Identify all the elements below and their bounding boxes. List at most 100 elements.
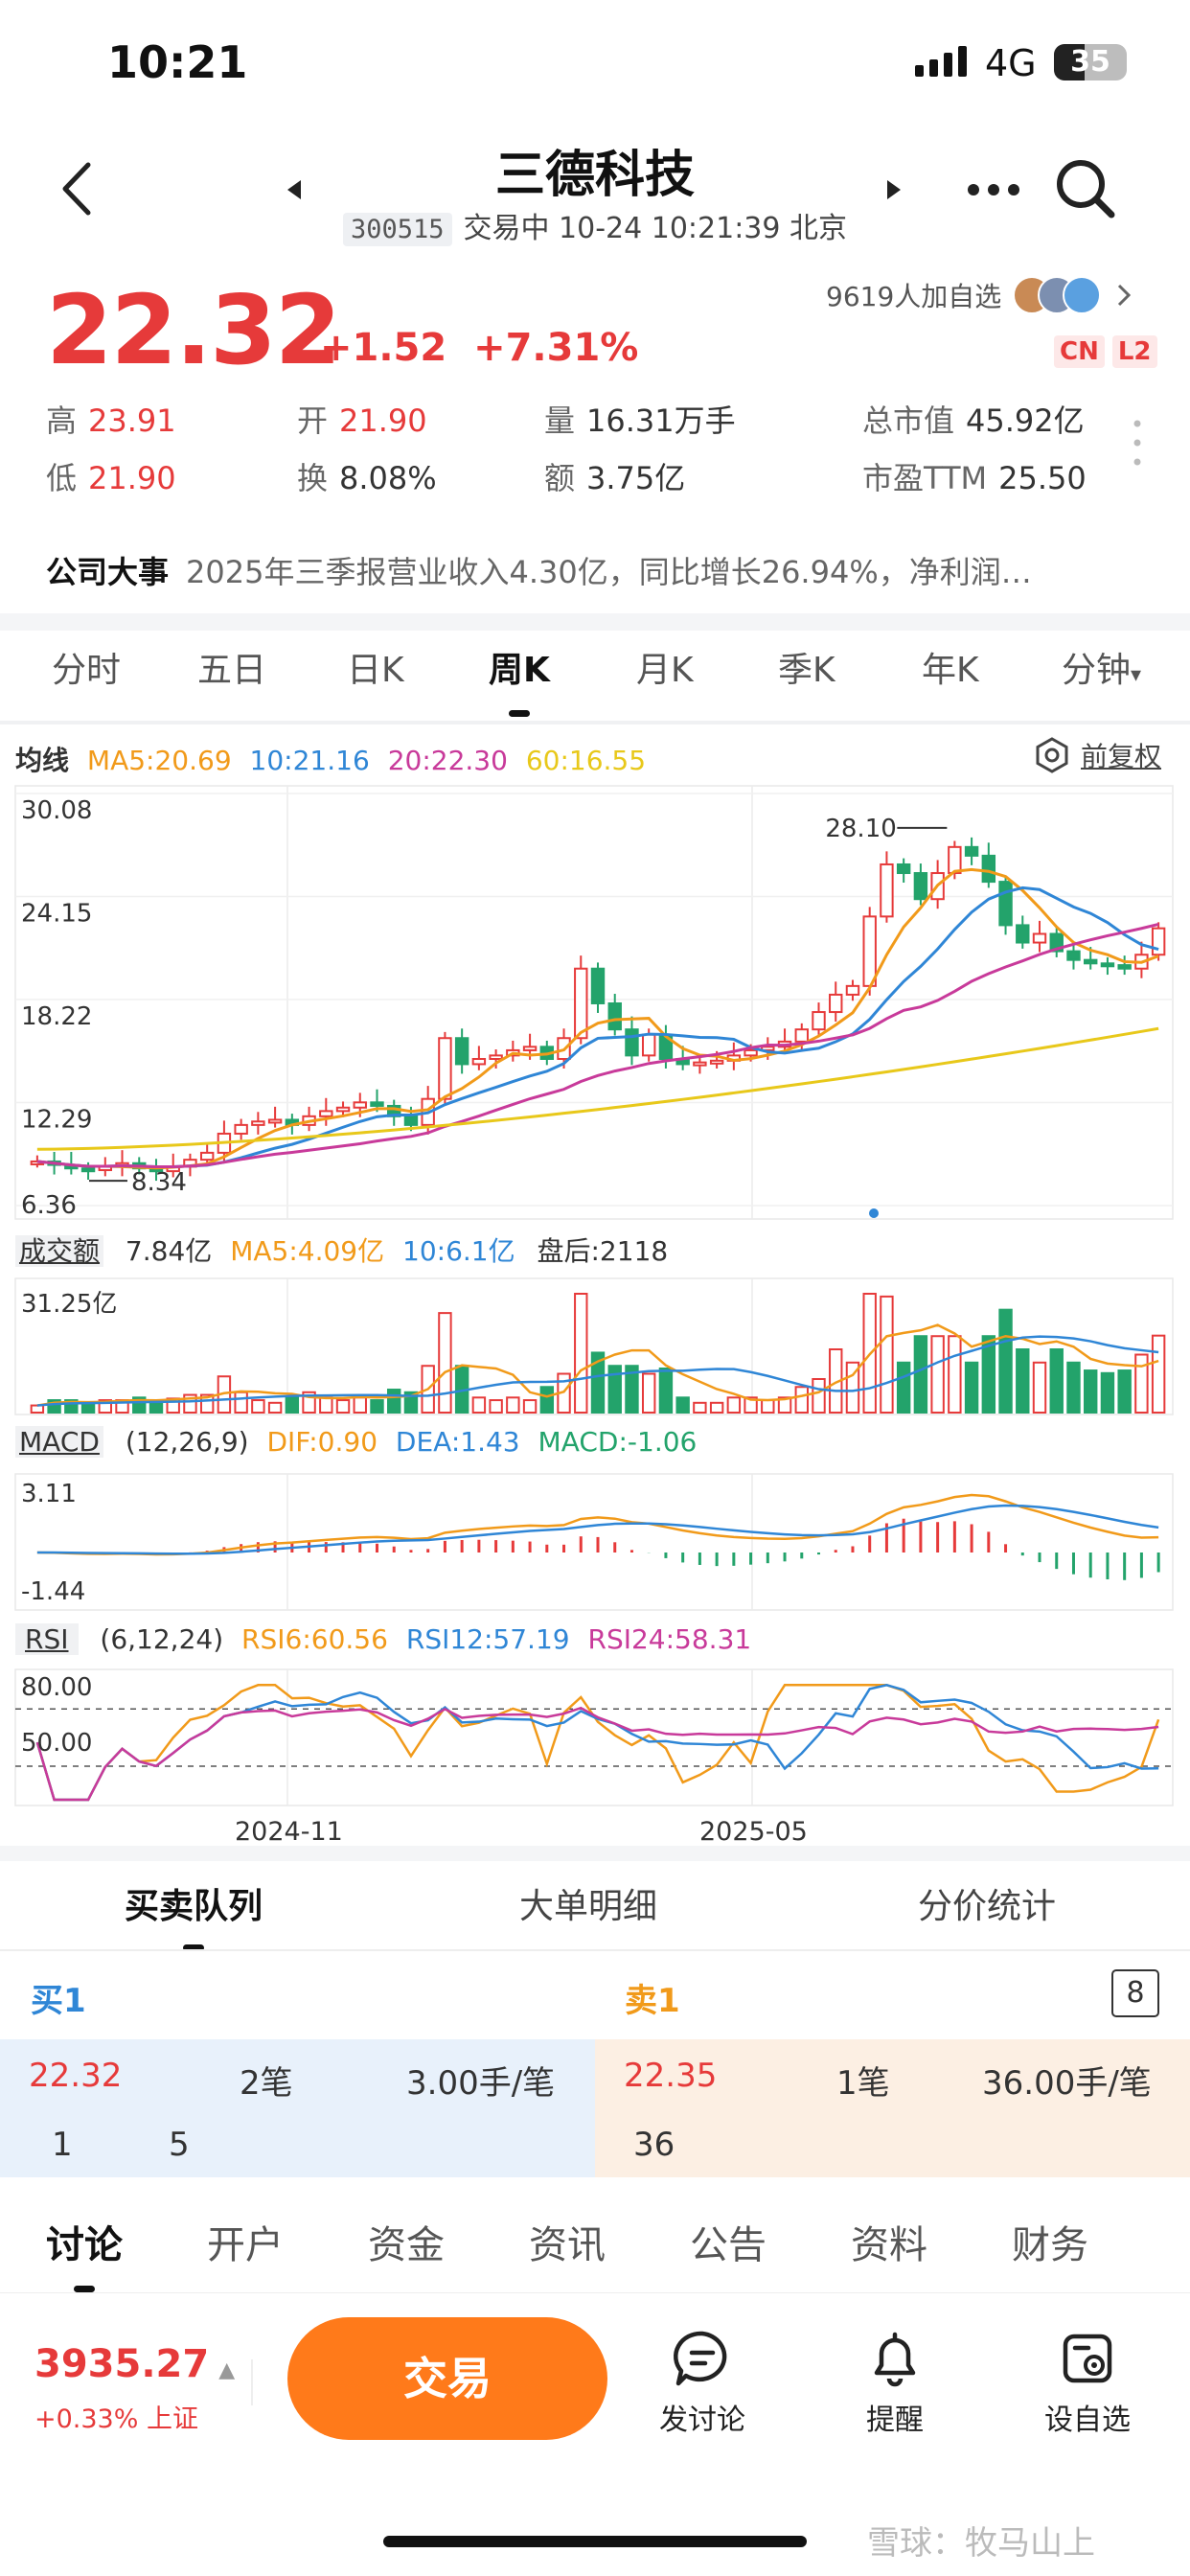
tab-minute[interactable]: 分钟▾ xyxy=(1062,651,1142,690)
add-watchlist-label: 设自选 xyxy=(1044,2404,1131,2437)
volume-bar xyxy=(285,1396,300,1414)
y-tick-label: 30.08 xyxy=(21,796,92,825)
volume-ma5-line xyxy=(36,1323,1159,1407)
chart-panel-frame xyxy=(14,785,1174,1220)
tab-large-orders[interactable]: 大单明细 xyxy=(519,1887,658,1926)
company-event[interactable]: 公司大事 2025年三季报营业收入4.30亿，同比增长26.94%，净利润… xyxy=(46,548,1167,592)
dea-line xyxy=(36,1504,1159,1555)
expand-stats-button[interactable] xyxy=(1133,418,1142,472)
volume-bar xyxy=(693,1401,707,1414)
volume-bar xyxy=(777,1396,792,1414)
settings-hex-icon xyxy=(1036,737,1068,773)
candle-body xyxy=(370,1101,384,1107)
x-tick-2025-05: 2025-05 xyxy=(699,1817,808,1847)
next-stock-button[interactable] xyxy=(885,178,903,205)
candle-body xyxy=(829,993,843,1014)
buy-price: 22.32 xyxy=(29,2057,123,2095)
candle-body xyxy=(454,1037,469,1066)
search-button[interactable] xyxy=(1054,157,1117,224)
tab-quarterly-k[interactable]: 季K xyxy=(778,651,835,690)
candle-body xyxy=(1084,958,1098,965)
high-label: 28.10 xyxy=(825,815,896,843)
macd-bottom-label: -1.44 xyxy=(21,1577,86,1606)
post-discussion-button[interactable]: 发讨论 xyxy=(630,2329,774,2438)
adjust-button[interactable]: 前复权 xyxy=(1033,736,1161,774)
alert-button[interactable]: 提醒 xyxy=(823,2329,967,2438)
quote-tags: CN L2 xyxy=(1054,335,1157,368)
volume-bar xyxy=(30,1404,45,1414)
candle-body xyxy=(1066,950,1081,961)
macd-legend: MACD (12,26,9) DIF:0.90 DEA:1.43 MACD:-1… xyxy=(15,1426,697,1458)
prev-stock-button[interactable] xyxy=(286,178,303,205)
tab-funds[interactable]: 资金 xyxy=(368,2223,445,2267)
ma5-value: MA5:20.69 xyxy=(86,745,232,776)
candle-body xyxy=(471,1057,487,1066)
x-tick-2024-11: 2024-11 xyxy=(235,1817,343,1847)
volume-bar xyxy=(1100,1371,1115,1414)
volume-bar xyxy=(403,1391,419,1414)
tab-announcements[interactable]: 公告 xyxy=(690,2223,767,2267)
tab-intraday[interactable]: 分时 xyxy=(52,651,122,690)
buy-row: 22.32 2笔 3.00手/笔 1 5 xyxy=(0,2039,595,2177)
tab-financials[interactable]: 财务 xyxy=(1012,2223,1088,2267)
tab-weekly-k[interactable]: 周K xyxy=(489,642,550,717)
tab-profile[interactable]: 资料 xyxy=(851,2223,927,2267)
chart-panel-frame xyxy=(14,1473,1174,1611)
buy-avg: 3.00手/笔 xyxy=(406,2064,556,2103)
volume-bar xyxy=(761,1399,775,1414)
volume-bar xyxy=(930,1335,945,1414)
current-price: 22.32 xyxy=(46,274,341,386)
followers[interactable]: 9619人加自选 xyxy=(826,276,1132,314)
tab-five-day[interactable]: 五日 xyxy=(197,651,267,690)
tab-open-account[interactable]: 开户 xyxy=(207,2223,284,2267)
volume-max-label: 31.25亿 xyxy=(21,1290,118,1319)
tab-daily-k[interactable]: 日K xyxy=(347,651,404,690)
ma60-value: 60:16.55 xyxy=(525,745,647,776)
stat-low: 低 21.90 xyxy=(46,460,176,496)
company-event-text: 2025年三季报营业收入4.30亿，同比增长26.94%，净利润… xyxy=(186,554,1032,590)
volume-bar xyxy=(625,1365,639,1414)
candle-body xyxy=(335,1106,351,1113)
trade-status: 交易中 10-24 10:21:39 北京 xyxy=(463,212,848,245)
volume-bar xyxy=(267,1401,283,1414)
ma20-line xyxy=(36,922,1159,1169)
tab-news[interactable]: 资讯 xyxy=(529,2223,606,2267)
add-watchlist-button[interactable]: 设自选 xyxy=(1016,2329,1159,2438)
volume-legend: 成交额 7.84亿 MA5:4.09亿 10:6.1亿 盘后:2118 xyxy=(15,1230,668,1269)
stock-code: 300515 xyxy=(342,213,452,246)
candle-body xyxy=(625,1028,639,1057)
candle-body xyxy=(403,1115,419,1126)
volume-bar xyxy=(319,1396,333,1414)
tab-monthly-k[interactable]: 月K xyxy=(636,651,694,690)
tab-order-queue[interactable]: 买卖队列 xyxy=(125,1878,263,1951)
tab-price-stats[interactable]: 分价统计 xyxy=(918,1887,1057,1926)
stat-volume: 量 16.31万手 xyxy=(544,402,736,439)
candle-body xyxy=(896,862,911,875)
chart-panel-frame xyxy=(14,1668,1174,1806)
volume-bar xyxy=(998,1308,1013,1414)
candle-body xyxy=(709,1059,724,1065)
more-button[interactable] xyxy=(966,182,1021,201)
candle-body xyxy=(862,915,877,987)
index-value: 3935.27 ▲ xyxy=(34,2342,236,2386)
follower-avatars xyxy=(1013,276,1102,314)
candle-body xyxy=(744,1048,758,1057)
level-count-button[interactable]: 8 xyxy=(1111,1969,1159,2017)
trade-button[interactable]: 交易 xyxy=(287,2317,607,2440)
divider xyxy=(0,613,1190,631)
back-button[interactable] xyxy=(59,161,92,220)
volume-bar xyxy=(251,1399,265,1414)
kline-chart[interactable]: 均线 MA5:20.69 10:21.16 20:22.30 60:16.55 … xyxy=(0,728,1190,1847)
volume-bar xyxy=(845,1361,860,1414)
volume-bar xyxy=(1032,1361,1047,1414)
stat-market-cap: 总市值 45.92亿 xyxy=(862,402,1085,439)
divider xyxy=(0,721,1190,724)
sell-price: 22.35 xyxy=(624,2057,718,2095)
bottom-bar xyxy=(0,2292,1190,2576)
tab-yearly-k[interactable]: 年K xyxy=(922,651,979,690)
candle-body xyxy=(574,967,588,1040)
rsi6-line xyxy=(35,1684,1160,1802)
status-bar: 10:21 4G 35 xyxy=(0,0,1190,125)
candle-body xyxy=(981,854,996,884)
tab-discussion[interactable]: 讨论 xyxy=(46,2214,123,2292)
